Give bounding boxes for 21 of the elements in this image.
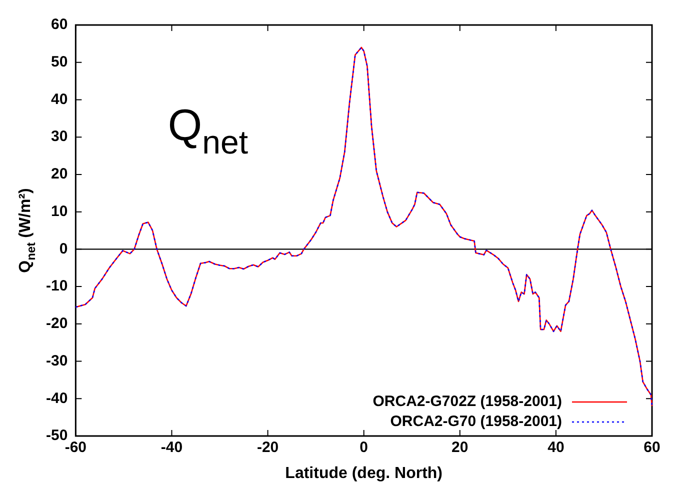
y-axis-title: Qnet (W/m²) [17, 188, 38, 273]
x-tick-label: -20 [256, 439, 279, 456]
y-tick-label: -30 [46, 352, 68, 370]
y-tick-label: 30 [50, 128, 68, 146]
x-tick-label: 20 [452, 439, 468, 456]
y-tick-label: 10 [50, 202, 68, 220]
legend-label: ORCA2-G702Z (1958-2001) [372, 393, 562, 410]
y-tick-label: 60 [50, 16, 68, 34]
x-axis-title: Latitude (deg. North) [285, 465, 442, 482]
x-tick-label: 60 [644, 439, 660, 456]
x-tick-label: 0 [360, 439, 368, 456]
y-tick-label: -20 [46, 315, 68, 332]
y-tick-label: -10 [46, 278, 68, 295]
y-tick-label: 40 [50, 90, 68, 108]
x-tick-label: -40 [160, 439, 183, 456]
y-tick-label: 50 [50, 54, 68, 71]
legend-label: ORCA2-G70 (1958-2001) [390, 413, 562, 430]
y-tick-label: 0 [59, 240, 68, 258]
y-tick-label: 20 [50, 166, 68, 183]
y-tick-label: -40 [46, 390, 68, 407]
x-tick-label: 40 [548, 439, 564, 456]
